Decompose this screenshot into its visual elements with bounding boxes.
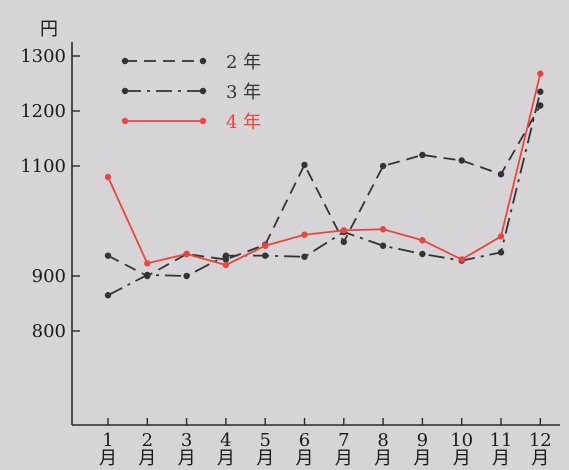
series-3	[104, 70, 544, 269]
data-point	[301, 161, 308, 169]
series-2	[104, 88, 544, 299]
data-point	[419, 250, 426, 258]
data-point	[144, 271, 151, 279]
y-tick-label: 1100	[20, 156, 66, 177]
data-point	[379, 242, 387, 249]
data-point	[379, 162, 387, 170]
y-tick-label: 1300	[20, 46, 66, 67]
legend: 2 年 3 年 4 年	[121, 52, 261, 133]
x-tick-label: 12 月	[529, 430, 552, 469]
data-point	[104, 292, 112, 299]
series-line	[107, 73, 542, 266]
data-point	[104, 252, 112, 259]
data-point	[222, 252, 230, 259]
data-point	[104, 173, 112, 181]
series-1	[104, 102, 544, 280]
data-point	[419, 151, 426, 159]
data-point	[458, 256, 465, 263]
legend-marker	[121, 57, 129, 65]
series-line	[107, 105, 542, 278]
data-point	[301, 253, 308, 260]
legend-marker	[121, 117, 129, 125]
legend-marker	[199, 57, 207, 65]
data-point	[340, 227, 347, 234]
legend-marker	[199, 87, 207, 95]
legend-label: 3 年	[226, 82, 261, 103]
data-point	[537, 102, 544, 109]
data-point	[537, 88, 544, 95]
series-line	[107, 91, 542, 297]
data-point	[301, 231, 308, 238]
data-point	[340, 238, 347, 246]
legend-marker	[121, 87, 129, 95]
x-tick-label: 11 月	[490, 430, 513, 469]
data-point	[537, 70, 544, 77]
data-point	[419, 237, 426, 244]
legend-marker	[199, 117, 207, 125]
data-point	[497, 249, 505, 256]
x-axis-ticks: 1 月 2 月 3 月 4 月 5 月 6 月 7 月 8 月 9 月 10 月 11 月 12 月	[99, 418, 552, 469]
data-point	[144, 260, 151, 267]
y-axis-unit-label: 円	[40, 19, 58, 40]
data-point	[222, 261, 230, 269]
x-tick-label: 10 月	[450, 430, 473, 469]
data-point	[379, 226, 387, 233]
data-point	[262, 252, 269, 259]
data-point	[183, 272, 190, 280]
data-point	[458, 157, 465, 164]
data-point	[262, 242, 269, 249]
series-layer	[104, 70, 544, 299]
y-tick-label: 900	[32, 266, 66, 287]
y-tick-label: 800	[32, 321, 66, 342]
data-point	[497, 171, 505, 178]
y-axis-ticks: 800 900 1100 1200 1300	[20, 46, 80, 342]
y-tick-label: 1200	[20, 101, 66, 122]
data-point	[183, 250, 190, 258]
legend-label: 4 年	[226, 112, 261, 133]
legend-label: 2 年	[226, 52, 261, 73]
data-point	[497, 233, 505, 240]
